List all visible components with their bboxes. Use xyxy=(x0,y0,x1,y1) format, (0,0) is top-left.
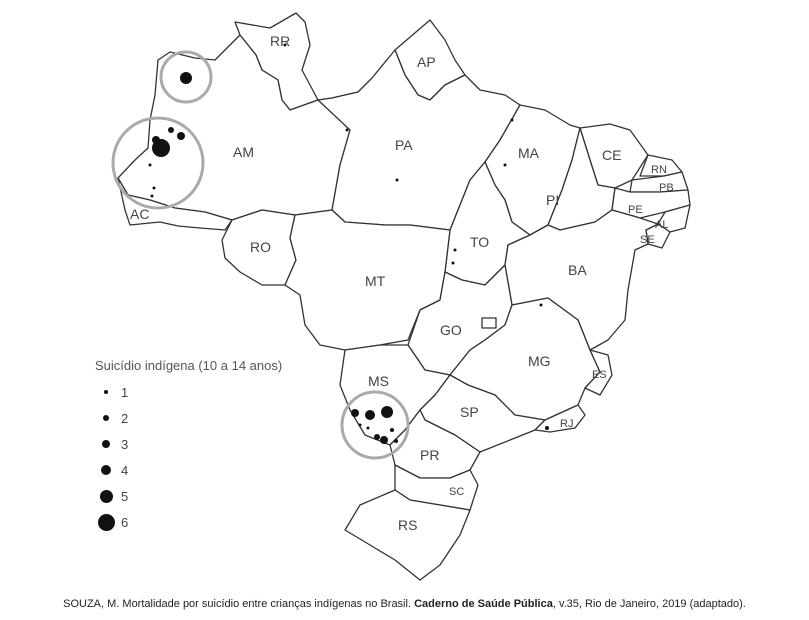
occurrence-dot xyxy=(283,43,287,47)
label-es: ES xyxy=(592,369,607,381)
occurrence-dot xyxy=(148,163,152,167)
label-pb: PB xyxy=(659,182,674,194)
occurrence-dot xyxy=(510,118,514,122)
label-rj: RJ xyxy=(560,418,573,430)
legend-item: 5 xyxy=(95,483,282,509)
occurrence-dot xyxy=(394,439,398,443)
label-mt: MT xyxy=(365,273,386,289)
state-mt xyxy=(284,209,451,351)
label-pr: PR xyxy=(420,447,439,463)
occurrence-dot xyxy=(366,426,370,430)
legend: Suicídio indígena (10 a 14 anos) 1 2 3 4… xyxy=(95,358,282,535)
occurrence-dot xyxy=(358,423,362,427)
occurrence-dot xyxy=(351,409,359,417)
occurrence-dot xyxy=(451,261,455,265)
legend-value: 2 xyxy=(121,410,129,426)
state-am xyxy=(117,34,359,221)
label-am: AM xyxy=(233,144,254,160)
brazil-map: RR AP AM PA MA CE RN PB PI PE AL SE AC R… xyxy=(111,12,691,581)
legend-dot-icon xyxy=(101,465,111,475)
cluster-ring-am-west xyxy=(111,116,205,210)
label-ce: CE xyxy=(602,147,621,163)
occurrence-dot xyxy=(168,127,174,133)
occurrence-dot xyxy=(177,132,185,140)
state-rs xyxy=(344,489,471,581)
occurrence-dot xyxy=(380,436,388,444)
label-ro: RO xyxy=(250,239,271,255)
occurrence-dot xyxy=(381,406,393,418)
label-rn: RN xyxy=(651,164,667,176)
state-df xyxy=(481,317,497,329)
label-pe: PE xyxy=(628,204,643,216)
occurrence-dot xyxy=(453,248,457,252)
label-rr: RR xyxy=(270,33,290,49)
label-sc: SC xyxy=(449,486,464,498)
occurrence-dot xyxy=(152,136,160,144)
legend-dot-icon xyxy=(99,489,113,503)
state-rj xyxy=(534,404,586,433)
label-ms: MS xyxy=(368,373,389,389)
legend-item: 2 xyxy=(95,405,282,431)
legend-value: 3 xyxy=(121,436,129,452)
source-caption: SOUZA, M. Mortalidade por suicídio entre… xyxy=(0,598,809,610)
legend-value: 4 xyxy=(121,462,129,478)
legend-value: 1 xyxy=(121,384,129,400)
label-ma: MA xyxy=(518,145,540,161)
legend-item: 1 xyxy=(95,379,282,405)
label-pa: PA xyxy=(395,137,413,153)
legend-item: 4 xyxy=(95,457,282,483)
label-go: GO xyxy=(440,322,462,338)
occurrence-dot xyxy=(395,178,399,182)
legend-item: 6 xyxy=(95,509,282,535)
caption-prefix: SOUZA, M. Mortalidade por suicídio entre… xyxy=(63,598,415,610)
label-al: AL xyxy=(655,219,668,231)
legend-dot-icon xyxy=(102,440,110,448)
label-ba: BA xyxy=(568,262,587,278)
state-al xyxy=(657,204,691,233)
cluster-ring-ms-south xyxy=(340,390,410,460)
legend-dot-icon xyxy=(97,513,115,531)
label-rs: RS xyxy=(398,517,417,533)
label-pi: PI xyxy=(546,192,559,208)
label-se: SE xyxy=(640,234,655,246)
caption-suffix: , v.35, Rio de Janeiro, 2019 (adaptado). xyxy=(552,598,746,610)
occurrence-dot xyxy=(345,128,349,132)
occurrence-dot xyxy=(150,194,154,198)
legend-item: 3 xyxy=(95,431,282,457)
legend-dot-icon xyxy=(103,415,109,421)
label-ac: AC xyxy=(130,206,149,222)
legend-dot-icon xyxy=(104,390,108,394)
cluster-ring-rr-am xyxy=(159,50,213,104)
caption-journal: Caderno de Saúde Pública xyxy=(414,598,553,610)
label-mg: MG xyxy=(528,353,551,369)
occurrence-dot xyxy=(152,186,156,190)
label-sp: SP xyxy=(460,404,479,420)
state-ac xyxy=(117,177,233,231)
occurrence-dot xyxy=(374,434,380,440)
occurrence-dot xyxy=(545,426,549,430)
occurrence-dot xyxy=(180,72,192,84)
legend-value: 6 xyxy=(121,514,129,530)
occurrence-dot xyxy=(503,163,507,167)
legend-value: 5 xyxy=(121,488,129,504)
label-to: TO xyxy=(470,234,489,250)
occurrence-dot xyxy=(390,428,394,432)
state-es xyxy=(584,349,613,396)
state-pe xyxy=(611,187,691,219)
label-ap: AP xyxy=(417,54,436,70)
occurrence-dot xyxy=(539,303,543,307)
legend-title: Suicídio indígena (10 a 14 anos) xyxy=(95,358,283,373)
occurrence-dot xyxy=(365,410,375,420)
